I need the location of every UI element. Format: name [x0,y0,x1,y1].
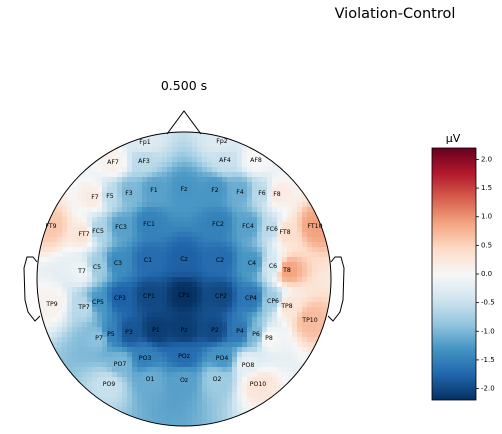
colorbar-tick-label: 1.0 [481,213,492,221]
colorbar-tick-label: -2.0 [481,385,495,393]
topomap-fill [37,132,331,426]
electrode-label-poz: POz [178,353,190,360]
electrode-label-fc4: FC4 [242,223,254,230]
electrode-label-ft7: FT7 [78,231,89,238]
electrode-label-tp7: TP7 [77,304,90,311]
electrode-label-ft9: FT9 [45,223,56,230]
electrode-label-f6: F6 [258,190,266,197]
electrode-label-pz: Pz [181,327,188,334]
electrode-label-o2: O2 [213,376,222,383]
electrode-label-oz: Oz [180,377,188,384]
electrode-label-cp3: CP3 [114,295,126,302]
electrode-label-fz: Fz [181,186,188,193]
topomap-time-title: 0.500 s [161,78,207,93]
electrode-label-fc5: FC5 [92,228,104,235]
head-outline [36,131,332,427]
electrode-label-cpz: CPz [178,292,189,299]
electrode-label-p4: P4 [236,328,244,335]
colorbar-tick-label: -1.0 [481,327,495,335]
electrode-label-c4: C4 [248,260,256,267]
colorbar-tick-label: 1.5 [481,184,492,192]
colorbar-tick-label: 0.5 [481,241,492,249]
electrode-label-p2: P2 [211,327,219,334]
electrode-label-c6: C6 [269,263,277,270]
electrode-label-cp5: CP5 [92,299,104,306]
colorbar-tick-label: -0.5 [481,299,495,307]
electrode-label-fp2: Fp2 [216,138,227,145]
electrode-label-fc3: FC3 [115,224,127,231]
electrode-label-fc1: FC1 [143,221,155,228]
electrode-label-f5: F5 [106,193,114,200]
electrode-label-tp10: TP10 [301,317,317,324]
right-ear-outline [327,256,345,322]
electrode-label-f8: F8 [273,191,281,198]
electrode-label-tp9: TP9 [45,301,58,308]
electrode-label-cz: Cz [180,256,188,263]
electrode-label-cp2: CP2 [215,293,227,300]
electrode-label-tp8: TP8 [280,303,293,310]
electrode-label-f7: F7 [91,194,99,201]
electrode-label-af8: AF8 [250,157,262,164]
electrode-label-af7: AF7 [107,159,119,166]
nose-outline [166,110,202,135]
colorbar-tick-label: -1.5 [481,356,495,364]
electrode-label-fp1: Fp1 [139,139,150,146]
colorbar [431,147,477,401]
electrode-label-p5: P5 [107,331,115,338]
electrode-label-f4: F4 [236,189,244,196]
electrode-label-cp4: CP4 [245,295,257,302]
electrode-label-ft8: FT8 [279,229,290,236]
electrode-labels: Fp1 Fp2 AF7 AF3 AF4 AF8 F7 F5 F3 F1 Fz F2 F4 F6 F8 FT9 F… [45,138,322,388]
electrode-label-c2: C2 [216,257,224,264]
electrode-label-p7: P7 [95,335,103,342]
colorbar-ticks: 2.0 1.5 1.0 0.5 0.0 -0.5 -1.0 -1.5 -2.0 [476,155,495,393]
electrode-label-p1: P1 [152,327,160,334]
electrode-label-fc6: FC6 [266,226,278,233]
left-ear-outline [23,256,41,322]
electrode-label-po4: PO4 [216,355,229,362]
electrode-label-cp6: CP6 [267,298,279,305]
electrode-label-po10: PO10 [250,381,267,388]
electrode-label-po3: PO3 [139,355,152,362]
electrode-label-o1: O1 [146,376,155,383]
electrode-label-p6: P6 [252,331,260,338]
electrode-label-c5: C5 [93,264,101,271]
electrode-label-f1: F1 [150,187,158,194]
colorbar-tick-label: 2.0 [481,155,492,163]
electrode-label-f2: F2 [211,187,219,194]
electrode-label-t7: T7 [77,268,86,275]
electrode-label-po7: PO7 [114,361,127,368]
colorbar-unit-label: µV [446,132,461,145]
electrode-label-c3: C3 [114,260,122,267]
electrode-label-c1: C1 [144,257,152,264]
electrode-label-fc2: FC2 [212,221,224,228]
electrode-label-p8: P8 [265,335,273,342]
electrode-label-po8: PO8 [242,362,255,369]
electrode-label-t8: T8 [282,267,291,274]
electrode-label-af3: AF3 [138,158,150,165]
electrode-label-po9: PO9 [103,381,116,388]
electrode-label-f3: F3 [125,190,133,197]
colorbar-tick-label: 0.0 [481,270,492,278]
electrode-label-af4: AF4 [219,157,231,164]
electrode-label-cp1: CP1 [143,293,155,300]
electrode-label-p3: P3 [125,329,133,336]
electrode-label-ft10: FT10 [307,223,322,230]
figure-suptitle: Violation-Control [335,6,456,22]
